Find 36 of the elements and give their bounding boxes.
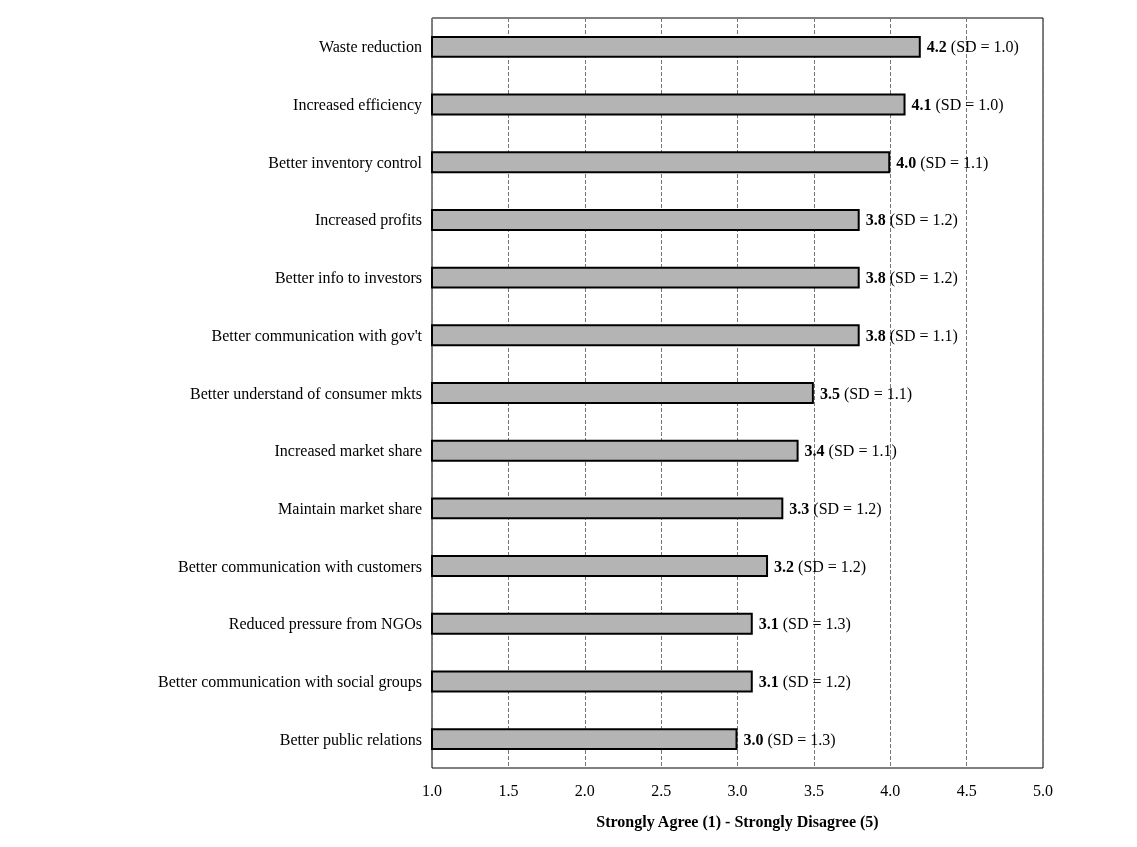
data-label: 3.0 (SD = 1.3) — [743, 730, 836, 749]
y-tick-label: Better communication with gov't — [211, 326, 423, 345]
x-tick-label: 2.5 — [651, 781, 672, 799]
x-tick-label: 1.0 — [422, 781, 442, 799]
y-tick-label: Increased market share — [274, 442, 422, 460]
data-label: 3.1 (SD = 1.2) — [758, 672, 851, 691]
data-label: 3.1 (SD = 1.3) — [758, 615, 851, 634]
y-tick-label: Increased profits — [314, 211, 422, 230]
data-label: 3.2 (SD = 1.2) — [774, 557, 867, 576]
data-label: 3.5 (SD = 1.1) — [819, 384, 913, 403]
y-tick-label: Better communication with social groups — [158, 672, 422, 691]
y-tick-label: Better public relations — [279, 730, 422, 749]
x-tick-label: 1.5 — [498, 781, 519, 799]
y-tick-label: Waste reduction — [318, 38, 422, 56]
x-tick-label: 5.0 — [1033, 781, 1053, 799]
data-label: 3.4 (SD = 1.1) — [804, 442, 897, 461]
data-label: 4.0 (SD = 1.1) — [896, 153, 989, 172]
x-tick-label: 4.5 — [956, 781, 977, 799]
y-tick-label: Maintain market share — [278, 499, 422, 517]
y-tick-label: Better understand of consumer mkts — [190, 384, 422, 402]
y-tick-label: Better info to investors — [274, 269, 422, 287]
y-tick-label: Better communication with customers — [178, 557, 422, 575]
x-tick-label: 2.0 — [574, 781, 595, 799]
data-label: 3.3 (SD = 1.2) — [789, 499, 882, 518]
x-axis-title: Strongly Agree (1) - Strongly Disagree (5) — [596, 812, 879, 831]
data-label: 4.1 (SD = 1.0) — [911, 96, 1004, 115]
x-tick-label: 3.0 — [727, 781, 748, 799]
y-tick-label: Increased efficiency — [293, 96, 422, 115]
x-tick-label: 4.0 — [880, 781, 901, 799]
data-label: 3.8 (SD = 1.2) — [865, 211, 958, 230]
x-tick-label: 3.5 — [803, 781, 824, 799]
y-tick-label: Reduced pressure from NGOs — [228, 615, 422, 634]
data-label: 4.2 (SD = 1.0) — [926, 38, 1019, 57]
y-tick-label: Better inventory control — [268, 153, 423, 172]
data-label: 3.8 (SD = 1.1) — [865, 326, 958, 345]
data-label: 3.8 (SD = 1.2) — [865, 269, 958, 288]
